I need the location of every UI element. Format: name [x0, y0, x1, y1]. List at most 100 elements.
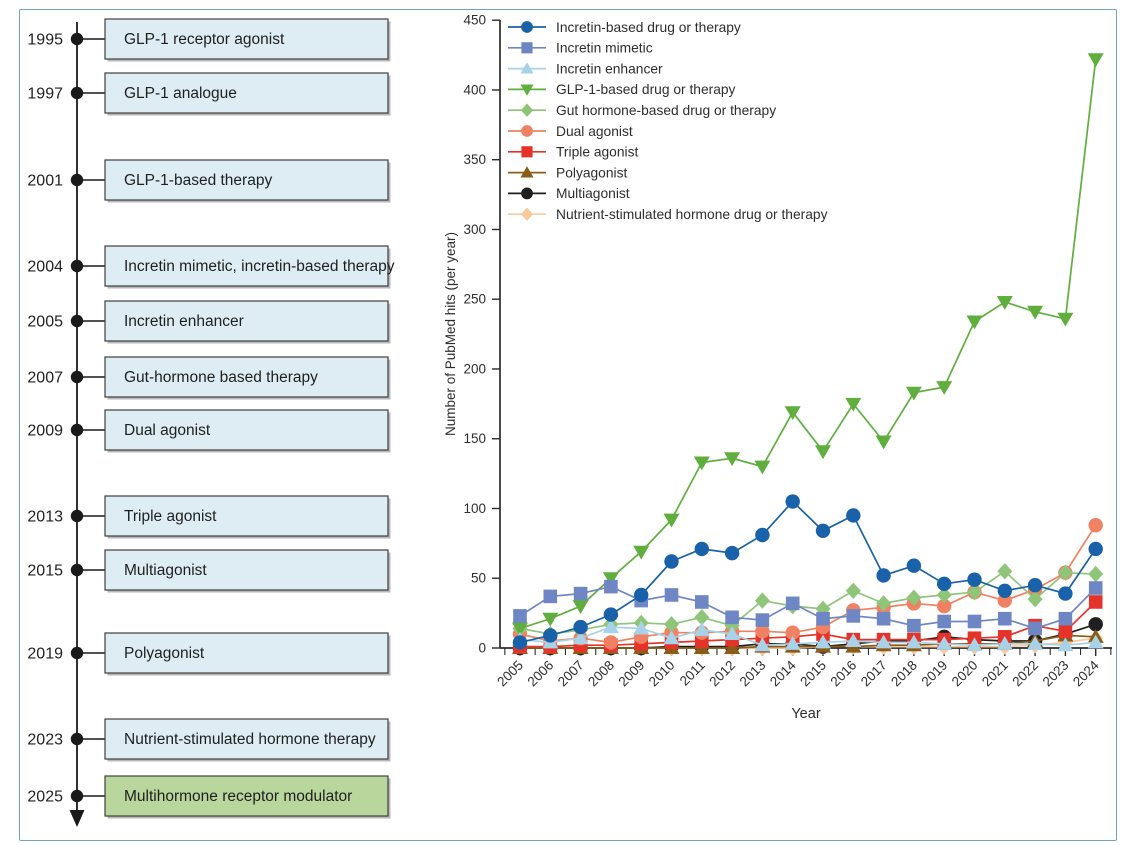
- timeline-box: [104, 718, 389, 760]
- y-axis-title: Number of PubMed hits (per year): [443, 232, 458, 436]
- data-point-2007: [573, 586, 588, 601]
- timeline-dot: [70, 646, 84, 660]
- timeline-box-label: Gut-hormone based therapy: [124, 369, 318, 386]
- timeline-dot: [70, 509, 84, 523]
- legend-triangle-down-icon: [520, 84, 534, 96]
- x-tick-label: 2018: [888, 658, 920, 690]
- timeline-year-label: 2001: [27, 173, 63, 190]
- data-point-2021: [997, 583, 1012, 599]
- y-tick-label: 200: [463, 361, 486, 376]
- data-point-2010: [664, 616, 679, 633]
- timeline-dot: [70, 314, 84, 328]
- data-point-2018: [905, 386, 922, 401]
- data-point-2017: [876, 595, 892, 612]
- x-tick-label: 2023: [1040, 658, 1072, 690]
- data-point-2023: [1058, 611, 1073, 626]
- data-point-2016: [845, 397, 862, 412]
- data-point-2008: [603, 635, 619, 650]
- timeline-arrow-icon: [69, 810, 85, 827]
- data-point-2015: [815, 445, 831, 460]
- data-point-2011: [693, 622, 710, 636]
- data-point-2009: [634, 587, 649, 603]
- data-point-2019: [937, 576, 952, 592]
- series-incretin-based-drug-or-therapy: [512, 494, 1103, 650]
- timeline-box: [104, 632, 389, 674]
- legend-item-triple-agonist: Triple agonist: [508, 145, 638, 160]
- x-tick-label: 2010: [646, 658, 678, 690]
- timeline-box: [104, 495, 389, 537]
- data-point-2023: [1057, 312, 1074, 327]
- timeline-entry-2019: 2019 Polyagonist: [27, 632, 391, 676]
- legend-circle-icon: [521, 125, 533, 137]
- legend-item-incretin-mimetic: Incretin mimetic: [508, 41, 653, 56]
- data-point-2023: [1058, 624, 1073, 639]
- legend-label: Gut hormone-based drug or therapy: [556, 103, 776, 118]
- data-point-2008: [602, 572, 619, 587]
- timeline-box-label: Multihormone receptor modulator: [124, 788, 352, 805]
- data-point-2007: [572, 600, 589, 614]
- data-point-2020: [967, 583, 982, 601]
- timeline-box-label: GLP-1-based therapy: [124, 172, 272, 189]
- data-point-2024: [1088, 565, 1104, 583]
- data-point-2011: [693, 456, 710, 471]
- data-point-2012: [724, 640, 741, 654]
- legend-item-incretin-enhancer: Incretin enhancer: [508, 61, 663, 76]
- data-point-2020: [966, 315, 983, 330]
- y-tick-label: 300: [463, 222, 486, 237]
- timeline-entry-2005: 2005 Incretin enhancer: [27, 300, 391, 344]
- timeline-year-label: 2019: [27, 646, 63, 663]
- timeline-entry-2023: 2023 Nutrient-stimulated hormone therapy: [27, 718, 391, 762]
- data-point-2015: [815, 523, 831, 539]
- x-tick-label: 2024: [1070, 657, 1102, 689]
- legend-item-multiagonist: Multiagonist: [508, 186, 630, 201]
- timeline-dot: [70, 370, 84, 384]
- legend-label: GLP-1-based drug or therapy: [556, 82, 736, 97]
- data-point-2019: [937, 614, 951, 629]
- legend-diamond-icon: [520, 103, 534, 117]
- series-incretin-mimetic: [513, 579, 1103, 636]
- timeline-entry-2025: 2025 Multihormone receptor modulator: [27, 775, 391, 819]
- y-tick-label: 150: [463, 431, 486, 446]
- data-point-2019: [936, 381, 953, 395]
- data-point-2013: [755, 613, 770, 627]
- pubmed-hits-chart: 0501001502002503003504004502005200620072…: [443, 13, 1112, 722]
- x-tick-label: 2019: [918, 658, 950, 690]
- legend-item-nutrient-stimulated-hormone-drug-or-therapy: Nutrient-stimulated hormone drug or ther…: [508, 207, 828, 222]
- legend-label: Triple agonist: [556, 145, 638, 160]
- timeline-box: [104, 775, 389, 817]
- x-tick-label: 2015: [797, 658, 829, 690]
- data-point-2012: [725, 610, 739, 625]
- data-point-2006: [542, 612, 559, 627]
- data-point-2008: [603, 607, 619, 622]
- data-point-2023: [1057, 564, 1073, 581]
- timeline-entry-2009: 2009 Dual agonist: [27, 409, 391, 453]
- data-point-2010: [664, 588, 679, 602]
- timeline-year-label: 2009: [27, 423, 63, 440]
- data-point-2006: [543, 628, 558, 643]
- timeline-dot: [70, 789, 84, 803]
- series-glp-1-based-drug-or-therapy: [512, 53, 1104, 637]
- data-point-2017: [876, 611, 891, 626]
- timeline-entry-1995: 1995 GLP-1 receptor agonist: [27, 18, 391, 62]
- timeline-entry-2013: 2013 Triple agonist: [27, 495, 391, 539]
- timeline-box-label: Incretin enhancer: [124, 313, 244, 330]
- legend-label: Incretin enhancer: [556, 61, 663, 76]
- data-point-2017: [876, 568, 891, 583]
- timeline-box-label: GLP-1 receptor agonist: [124, 31, 285, 48]
- y-tick-label: 100: [463, 501, 486, 516]
- timeline-box-label: Incretin mimetic, incretin-based therapy: [124, 258, 395, 275]
- legend-triangle-up-icon: [520, 166, 534, 178]
- x-tick-label: 2021: [979, 658, 1011, 690]
- data-point-2021: [996, 296, 1013, 310]
- legend-diamond-icon: [520, 207, 534, 221]
- timeline-dot: [70, 563, 84, 577]
- data-point-2009: [633, 545, 650, 560]
- data-point-2024: [1088, 617, 1103, 632]
- data-point-2013: [754, 460, 771, 475]
- timeline-dot: [70, 423, 84, 437]
- data-point-2011: [694, 609, 710, 626]
- data-point-2011: [694, 541, 709, 557]
- data-point-2014: [785, 596, 800, 611]
- data-point-2007: [573, 619, 588, 635]
